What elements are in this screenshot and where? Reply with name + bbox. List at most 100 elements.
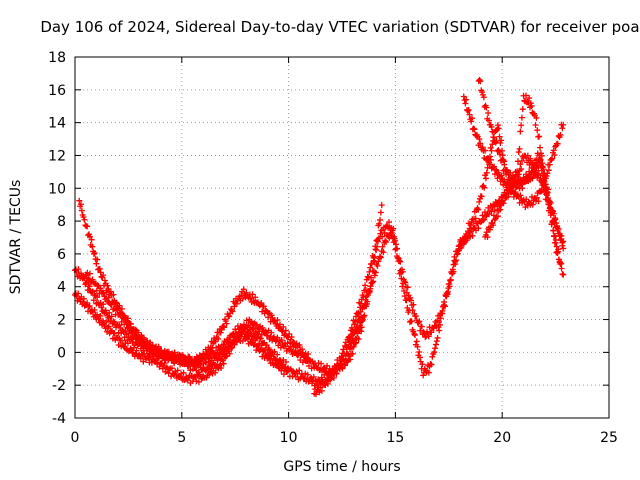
data-point [325,371,332,378]
data-point [232,326,239,333]
data-point [406,307,413,314]
data-point [507,185,514,192]
data-point [482,175,489,182]
data-point [534,127,541,134]
data-point [337,357,344,364]
data-point [410,301,417,308]
series-prn-b [72,266,313,369]
data-point [514,176,521,183]
data-point [353,323,360,330]
data-point [545,197,552,204]
data-point [419,361,426,368]
data-point [560,121,567,128]
data-point [492,166,499,173]
data-point [84,299,91,306]
data-point [310,373,317,380]
data-point [471,126,478,133]
x-tick-label: 0 [71,430,80,446]
data-point [408,318,415,325]
x-tick-label: 5 [177,430,186,446]
data-point [497,151,504,158]
data-point [441,303,448,310]
y-tick-label: 12 [48,148,66,164]
data-point [312,391,319,398]
series-prn-d [82,269,366,389]
data-point [533,194,540,201]
data-point [558,260,565,267]
data-point [91,250,98,257]
data-point [542,185,549,192]
data-point [532,121,539,128]
data-point [305,351,312,358]
data-point [346,334,353,341]
data-point [276,321,283,328]
data-point [292,347,299,354]
data-point [324,362,331,369]
data-point [102,307,109,314]
data-point [100,272,107,279]
data-point [533,164,540,171]
data-point [494,122,501,129]
data-point [517,192,524,199]
data-point [555,256,562,263]
series-prn-f [345,225,471,379]
data-point [445,285,452,292]
data-point [453,257,460,264]
data-point [470,218,477,225]
data-point [444,291,451,298]
data-point [468,118,475,125]
data-point [373,246,380,253]
data-point [394,254,401,261]
data-point [95,316,102,323]
data-point [333,366,340,373]
data-point [348,324,355,331]
data-point [304,371,311,378]
data-point [240,328,247,335]
data-point [450,268,457,275]
data-point [238,292,245,299]
data-point [108,301,115,308]
data-point [374,243,381,250]
data-point [500,157,507,164]
data-point [93,260,100,267]
data-point [559,239,566,246]
data-point [453,251,460,258]
x-tick-label: 20 [493,430,511,446]
data-point [358,324,365,331]
data-point [141,336,148,343]
data-point [522,92,529,99]
data-point [543,184,550,191]
data-point [108,313,115,320]
data-point [434,334,441,341]
data-point [105,323,112,330]
data-point [394,245,401,252]
data-point [116,302,123,309]
data-point [484,234,491,241]
data-point [215,335,222,342]
data-point [274,317,281,324]
axis-ticks: -4 -2 0 2 4 6 8 10 12 14 16 18 0 5 10 15 20 25 [48,50,618,446]
data-point [105,314,112,321]
data-point [537,144,544,151]
data-point [550,227,557,234]
data-point [468,115,475,122]
data-point [345,343,352,350]
data-point [99,317,106,324]
data-point [75,290,82,297]
data-point [546,201,553,208]
data-point [519,106,526,113]
data-point [429,353,436,360]
data-point [296,367,303,374]
data-point [431,349,438,356]
data-point [470,125,477,132]
data-point [538,152,545,159]
data-point [548,220,555,227]
data-point [452,261,459,268]
data-point [278,337,285,344]
data-point [383,238,390,245]
data-point [258,345,265,352]
data-point [380,249,387,256]
data-point [168,365,175,372]
data-point [487,144,494,151]
data-point [535,198,542,205]
